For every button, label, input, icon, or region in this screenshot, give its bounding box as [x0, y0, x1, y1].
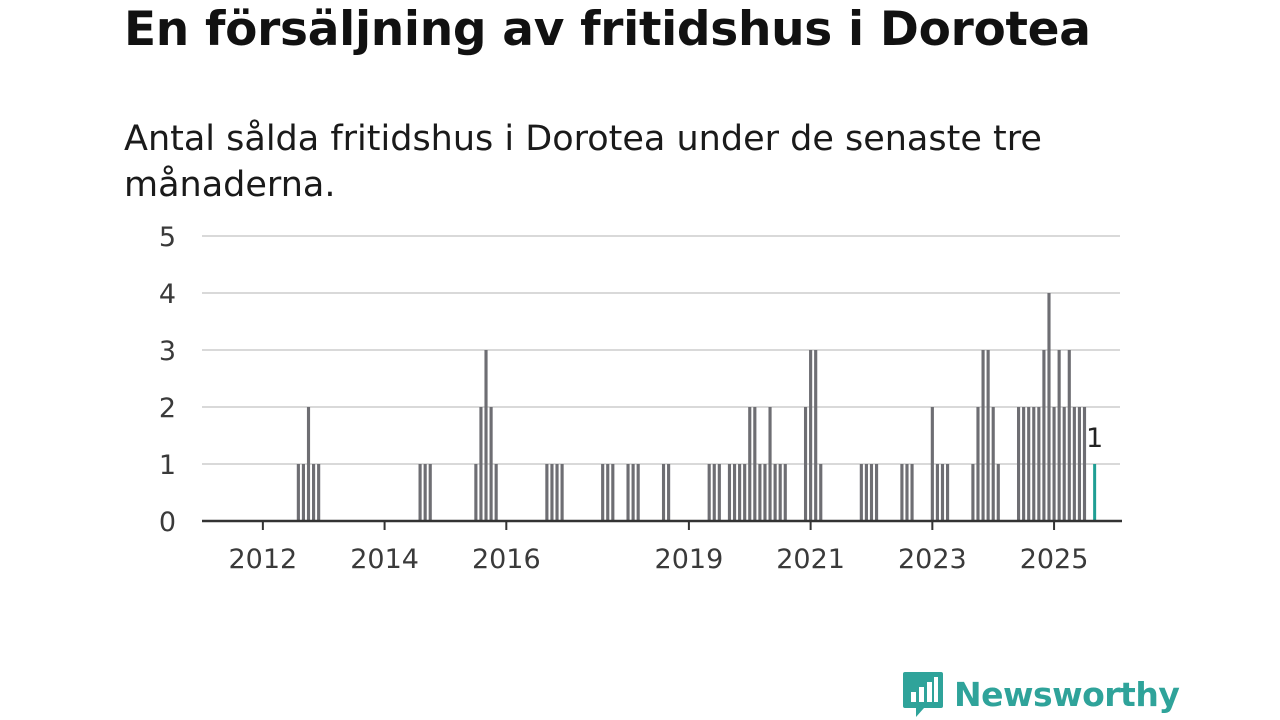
- bar: [748, 407, 752, 521]
- bar: [301, 464, 306, 521]
- newsworthy-logo: Newsworthy: [902, 670, 1180, 718]
- bar: [900, 464, 904, 521]
- bar: [484, 350, 488, 521]
- bar: [428, 464, 432, 521]
- y-tick-label: 4: [159, 279, 176, 310]
- x-tick-label: 2021: [776, 544, 845, 575]
- chart-title: En försäljning av fritidshus i Dorotea: [124, 2, 1091, 57]
- bar: [996, 464, 1000, 521]
- bar: [1072, 407, 1076, 521]
- bar: [317, 464, 321, 521]
- bar: [418, 464, 422, 521]
- bar: [874, 464, 879, 521]
- bar: [489, 407, 493, 521]
- bar: [768, 407, 772, 521]
- bar: [814, 350, 818, 521]
- x-tick-label: 2012: [229, 544, 298, 575]
- highlight-value-label: 1: [1086, 423, 1103, 454]
- x-tick-label: 2019: [655, 544, 724, 575]
- bar: [1077, 407, 1081, 521]
- y-tick-label: 3: [159, 336, 176, 367]
- bar: [778, 464, 782, 521]
- bar: [555, 464, 559, 521]
- bar: [661, 464, 666, 521]
- bar: [296, 464, 300, 521]
- bar: [636, 464, 640, 521]
- bar: [940, 464, 945, 521]
- bar: [1047, 293, 1051, 521]
- bar: [545, 464, 549, 521]
- bar: [601, 464, 605, 521]
- bar: [945, 464, 950, 521]
- bar: [1027, 407, 1031, 521]
- bar: [306, 407, 311, 521]
- bar: [717, 464, 721, 521]
- bar: [479, 407, 483, 521]
- y-tick-label: 1: [159, 450, 176, 481]
- bar: [550, 464, 554, 521]
- bar: [783, 464, 787, 521]
- bar: [1016, 407, 1021, 521]
- bar: [935, 464, 939, 521]
- bar: [560, 464, 564, 521]
- bar: [732, 464, 737, 521]
- y-tick-label: 0: [159, 507, 176, 538]
- bar: [1082, 407, 1087, 521]
- bar: [753, 407, 757, 521]
- bar: [1057, 350, 1061, 521]
- bar: [474, 464, 478, 521]
- bar: [1022, 407, 1026, 521]
- bar: [981, 350, 985, 521]
- bar: [803, 407, 808, 521]
- bar: [971, 464, 975, 521]
- bar: [743, 464, 747, 521]
- bar: [809, 350, 813, 521]
- bar: [611, 464, 615, 521]
- bar: [667, 464, 671, 521]
- bar: [859, 464, 863, 521]
- y-tick-label: 5: [159, 222, 176, 253]
- bar: [763, 464, 767, 521]
- bar: [631, 464, 635, 521]
- bar: [423, 464, 427, 521]
- bar: [312, 464, 316, 521]
- bar: [712, 464, 716, 521]
- bar: [905, 464, 909, 521]
- y-tick-label: 2: [159, 393, 176, 424]
- bar: [910, 464, 914, 521]
- x-tick-label: 2014: [350, 544, 419, 575]
- brand-name: Newsworthy: [954, 674, 1180, 714]
- bar: [864, 464, 868, 521]
- bar: [773, 464, 777, 521]
- bar: [930, 407, 934, 521]
- x-tick-label: 2025: [1020, 544, 1089, 575]
- x-tick-label: 2023: [898, 544, 967, 575]
- chart-subtitle: Antal sålda fritidshus i Dorotea under d…: [124, 119, 1042, 205]
- bar: [869, 464, 874, 521]
- bar: [1052, 407, 1056, 521]
- bar: [758, 464, 762, 521]
- bar: [707, 464, 711, 521]
- bar: [1062, 407, 1066, 521]
- bar: [494, 464, 498, 521]
- bar: [1067, 350, 1071, 521]
- highlight-bar: [1093, 464, 1097, 521]
- x-tick-label: 2016: [472, 544, 541, 575]
- bar: [626, 464, 630, 521]
- bar: [986, 350, 990, 521]
- bar-chart: 0 1 2 3 4 5 1 2012 2014 2016 2019 2021 2023 2025: [159, 222, 1122, 575]
- bar: [1042, 350, 1046, 521]
- bar: [976, 407, 980, 521]
- bar: [819, 464, 823, 521]
- bar: [1037, 407, 1041, 521]
- newsworthy-logo-icon: [903, 672, 943, 717]
- bar: [606, 464, 610, 521]
- bar: [738, 464, 742, 521]
- bar: [727, 464, 732, 521]
- bar: [991, 407, 995, 521]
- bar: [1032, 407, 1036, 521]
